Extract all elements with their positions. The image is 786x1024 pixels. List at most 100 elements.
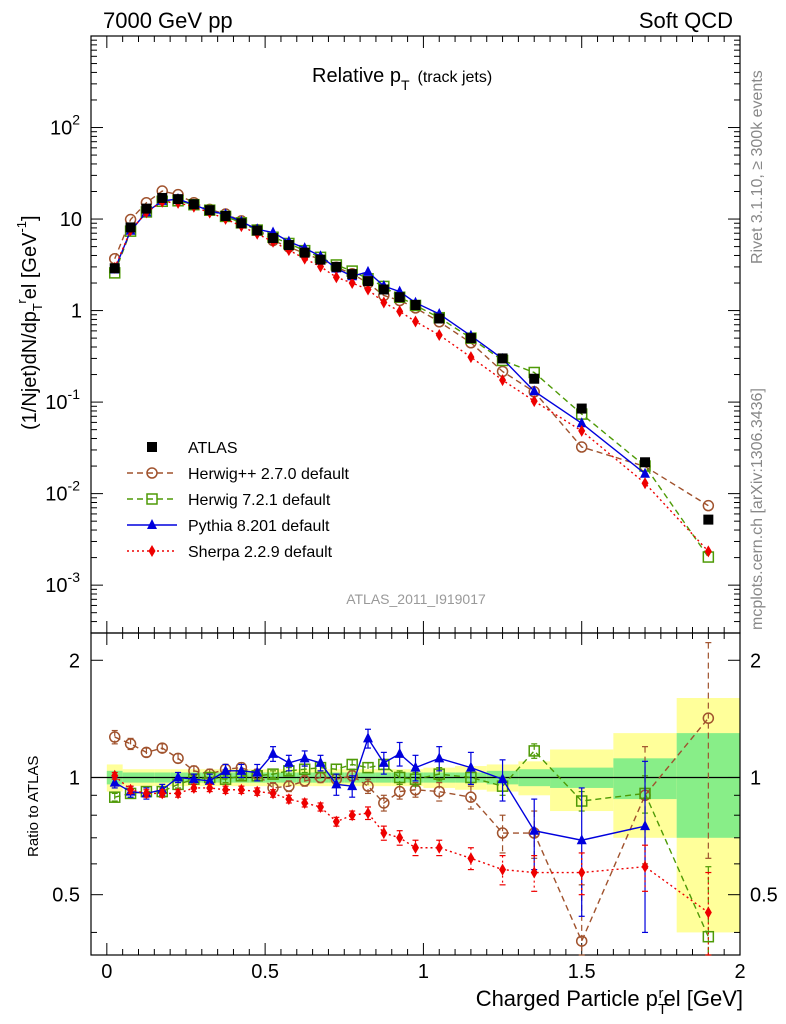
series-point-ratio bbox=[530, 866, 538, 879]
data-point bbox=[236, 218, 247, 229]
series-point-ratio bbox=[393, 771, 406, 784]
data-point bbox=[640, 457, 651, 468]
series-point-main bbox=[332, 271, 340, 284]
data-point bbox=[125, 222, 136, 233]
ratio-y-tick-label-right: 0.5 bbox=[750, 885, 778, 907]
y-tick-label: 10-1 bbox=[45, 386, 80, 414]
x-tick-label: 0.5 bbox=[251, 961, 279, 983]
data-point bbox=[173, 194, 184, 205]
legend-label: Herwig++ 2.7.0 default bbox=[188, 466, 350, 483]
series-point-ratio bbox=[435, 841, 443, 854]
series-point-ratio bbox=[410, 761, 421, 772]
series-point-ratio bbox=[140, 746, 153, 759]
series-point-ratio bbox=[267, 768, 279, 780]
series-point-ratio bbox=[496, 827, 509, 839]
series-point-ratio bbox=[702, 712, 715, 724]
series-point-ratio bbox=[222, 783, 230, 796]
series-point-ratio bbox=[127, 783, 135, 796]
y-tick-label: 10-2 bbox=[45, 478, 80, 506]
series-point-ratio bbox=[412, 841, 419, 854]
series-point-ratio bbox=[252, 766, 263, 777]
data-point bbox=[109, 263, 120, 274]
series-point-ratio bbox=[394, 747, 405, 758]
series-point-main bbox=[578, 424, 586, 437]
series-point-ratio bbox=[269, 787, 277, 800]
series-point-ratio bbox=[396, 831, 404, 844]
series-point-ratio bbox=[285, 793, 293, 806]
series-point-ratio bbox=[380, 827, 388, 840]
series-point-ratio bbox=[111, 769, 119, 782]
series-point-ratio bbox=[465, 791, 477, 803]
series-point-main bbox=[380, 296, 388, 309]
y-tick-label: 1 bbox=[71, 301, 82, 323]
series-point-ratio bbox=[299, 752, 310, 763]
main-plot-series bbox=[108, 185, 715, 563]
series-point-ratio bbox=[528, 745, 540, 757]
series-point-main bbox=[363, 265, 374, 276]
series-point-main bbox=[641, 477, 649, 490]
x-tick-label: 1 bbox=[418, 961, 429, 983]
header-right: Soft QCD bbox=[639, 8, 733, 33]
series-point-main bbox=[576, 417, 587, 428]
header-left: 7000 GeV pp bbox=[103, 8, 233, 33]
data-point bbox=[465, 333, 476, 344]
series-point-ratio bbox=[393, 785, 406, 798]
series-point-ratio bbox=[575, 935, 588, 947]
x-tick-label: 0 bbox=[101, 961, 112, 983]
series-point-ratio bbox=[283, 780, 295, 792]
series-point-ratio bbox=[348, 809, 356, 822]
series-point-ratio bbox=[467, 852, 475, 865]
series-point-ratio bbox=[378, 756, 389, 767]
series-point-main bbox=[467, 351, 475, 364]
series-point-ratio bbox=[497, 773, 508, 784]
series-point-ratio bbox=[220, 764, 231, 775]
data-point bbox=[268, 233, 279, 244]
data-point bbox=[252, 225, 263, 236]
legend-label: Sherpa 2.2.9 default bbox=[188, 544, 333, 561]
series-point-ratio bbox=[301, 796, 309, 809]
series-point-ratio bbox=[362, 780, 374, 792]
legend: ATLAS Herwig++ 2.7.0 default Herwig 7.2.1 … bbox=[127, 440, 350, 561]
series-point-ratio bbox=[315, 756, 326, 767]
series-point-ratio bbox=[188, 773, 199, 784]
series-point-ratio bbox=[434, 752, 445, 763]
data-point bbox=[299, 247, 310, 258]
series-point-ratio bbox=[298, 775, 311, 787]
analysis-id: ATLAS_2011_I919017 bbox=[346, 591, 486, 607]
data-point bbox=[347, 269, 358, 280]
data-point bbox=[434, 313, 445, 324]
main-plot-frame: 10-3 10-2 10-1 1 10 102 bbox=[45, 35, 741, 634]
series-point-ratio bbox=[346, 758, 358, 771]
series-point-ratio bbox=[173, 771, 184, 782]
ratio-y-tick-label-right: 2 bbox=[750, 650, 761, 672]
data-point bbox=[363, 276, 374, 287]
data-point bbox=[331, 261, 342, 272]
series-point-ratio bbox=[317, 800, 325, 813]
x-axis-label: Charged Particle pTrel [GeV] bbox=[476, 985, 743, 1018]
series-point-ratio bbox=[108, 791, 121, 803]
y-axis-label-main: (1/Njet)dN/dpTrel [GeV-1] bbox=[14, 215, 45, 430]
series-point-main bbox=[529, 385, 540, 396]
data-point bbox=[220, 210, 231, 221]
legend-label: Herwig 7.2.1 default bbox=[188, 492, 331, 509]
series-point-ratio bbox=[433, 785, 445, 798]
series-point-ratio bbox=[142, 787, 150, 800]
series-point-ratio bbox=[704, 906, 712, 919]
legend-label: ATLAS bbox=[188, 440, 238, 457]
series-point-ratio bbox=[640, 820, 651, 831]
legend-marker bbox=[146, 467, 158, 479]
data-point bbox=[315, 254, 326, 265]
y-tick-label: 102 bbox=[50, 112, 80, 140]
x-tick-label: 2 bbox=[734, 961, 745, 983]
series-point-ratio bbox=[108, 731, 121, 743]
series-line-main bbox=[114, 190, 709, 507]
ratio-y-tick-label: 0.5 bbox=[52, 885, 80, 907]
mcplots-label: mcplots.cern.ch [arXiv:1306.3436] bbox=[749, 388, 766, 630]
legend-marker bbox=[147, 519, 157, 529]
series-point-main bbox=[499, 374, 507, 387]
series-point-ratio bbox=[364, 807, 372, 820]
series-point-ratio bbox=[124, 738, 137, 750]
y-tick-label: 10-3 bbox=[45, 569, 80, 597]
ratio-y-tick-label: 2 bbox=[69, 650, 80, 672]
